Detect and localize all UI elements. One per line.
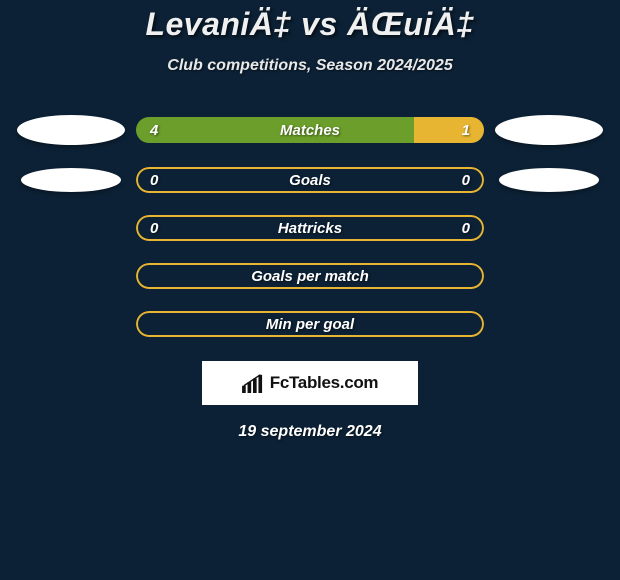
player-right-placeholder-icon	[495, 115, 603, 145]
footer-logo-text: FcTables.com	[270, 373, 379, 393]
player-left-placeholder-icon	[17, 115, 125, 145]
stat-bar-hattricks: Hattricks00	[136, 215, 484, 241]
page-subtitle: Club competitions, Season 2024/2025	[0, 57, 620, 75]
stat-row-min-per-goal: Min per goal	[0, 311, 620, 337]
right-player-slot	[484, 168, 614, 192]
stat-row-goals-per-match: Goals per match	[0, 263, 620, 289]
stat-row-matches: Matches41	[0, 115, 620, 145]
player-left-placeholder-icon	[21, 168, 121, 192]
stat-bar-label: Matches	[136, 122, 484, 139]
stat-row-hattricks: Hattricks00	[0, 215, 620, 241]
stat-bar-label: Goals per match	[136, 268, 484, 285]
stat-bars-container: Matches41 Goals00 Hattricks00 Goals per mat…	[0, 115, 620, 337]
left-player-slot	[6, 115, 136, 145]
stat-bar-matches: Matches41	[136, 117, 484, 143]
stat-bar-min-per-goal: Min per goal	[136, 311, 484, 337]
left-player-slot	[6, 168, 136, 192]
fctables-icon	[242, 373, 264, 393]
stat-bar-label: Min per goal	[136, 316, 484, 333]
page-root: LevaniÄ‡ vs ÄŒuiÄ‡ Club competitions, Se…	[0, 0, 620, 441]
player-right-placeholder-icon	[499, 168, 599, 192]
stat-bar-goals-per-match: Goals per match	[136, 263, 484, 289]
stat-bar-goals: Goals00	[136, 167, 484, 193]
footer-logo: FcTables.com	[202, 361, 418, 405]
stat-bar-label: Hattricks	[136, 220, 484, 237]
right-player-slot	[484, 115, 614, 145]
footer-date: 19 september 2024	[0, 423, 620, 441]
stat-bar-label: Goals	[136, 172, 484, 189]
stat-row-goals: Goals00	[0, 167, 620, 193]
page-title: LevaniÄ‡ vs ÄŒuiÄ‡	[0, 6, 620, 43]
